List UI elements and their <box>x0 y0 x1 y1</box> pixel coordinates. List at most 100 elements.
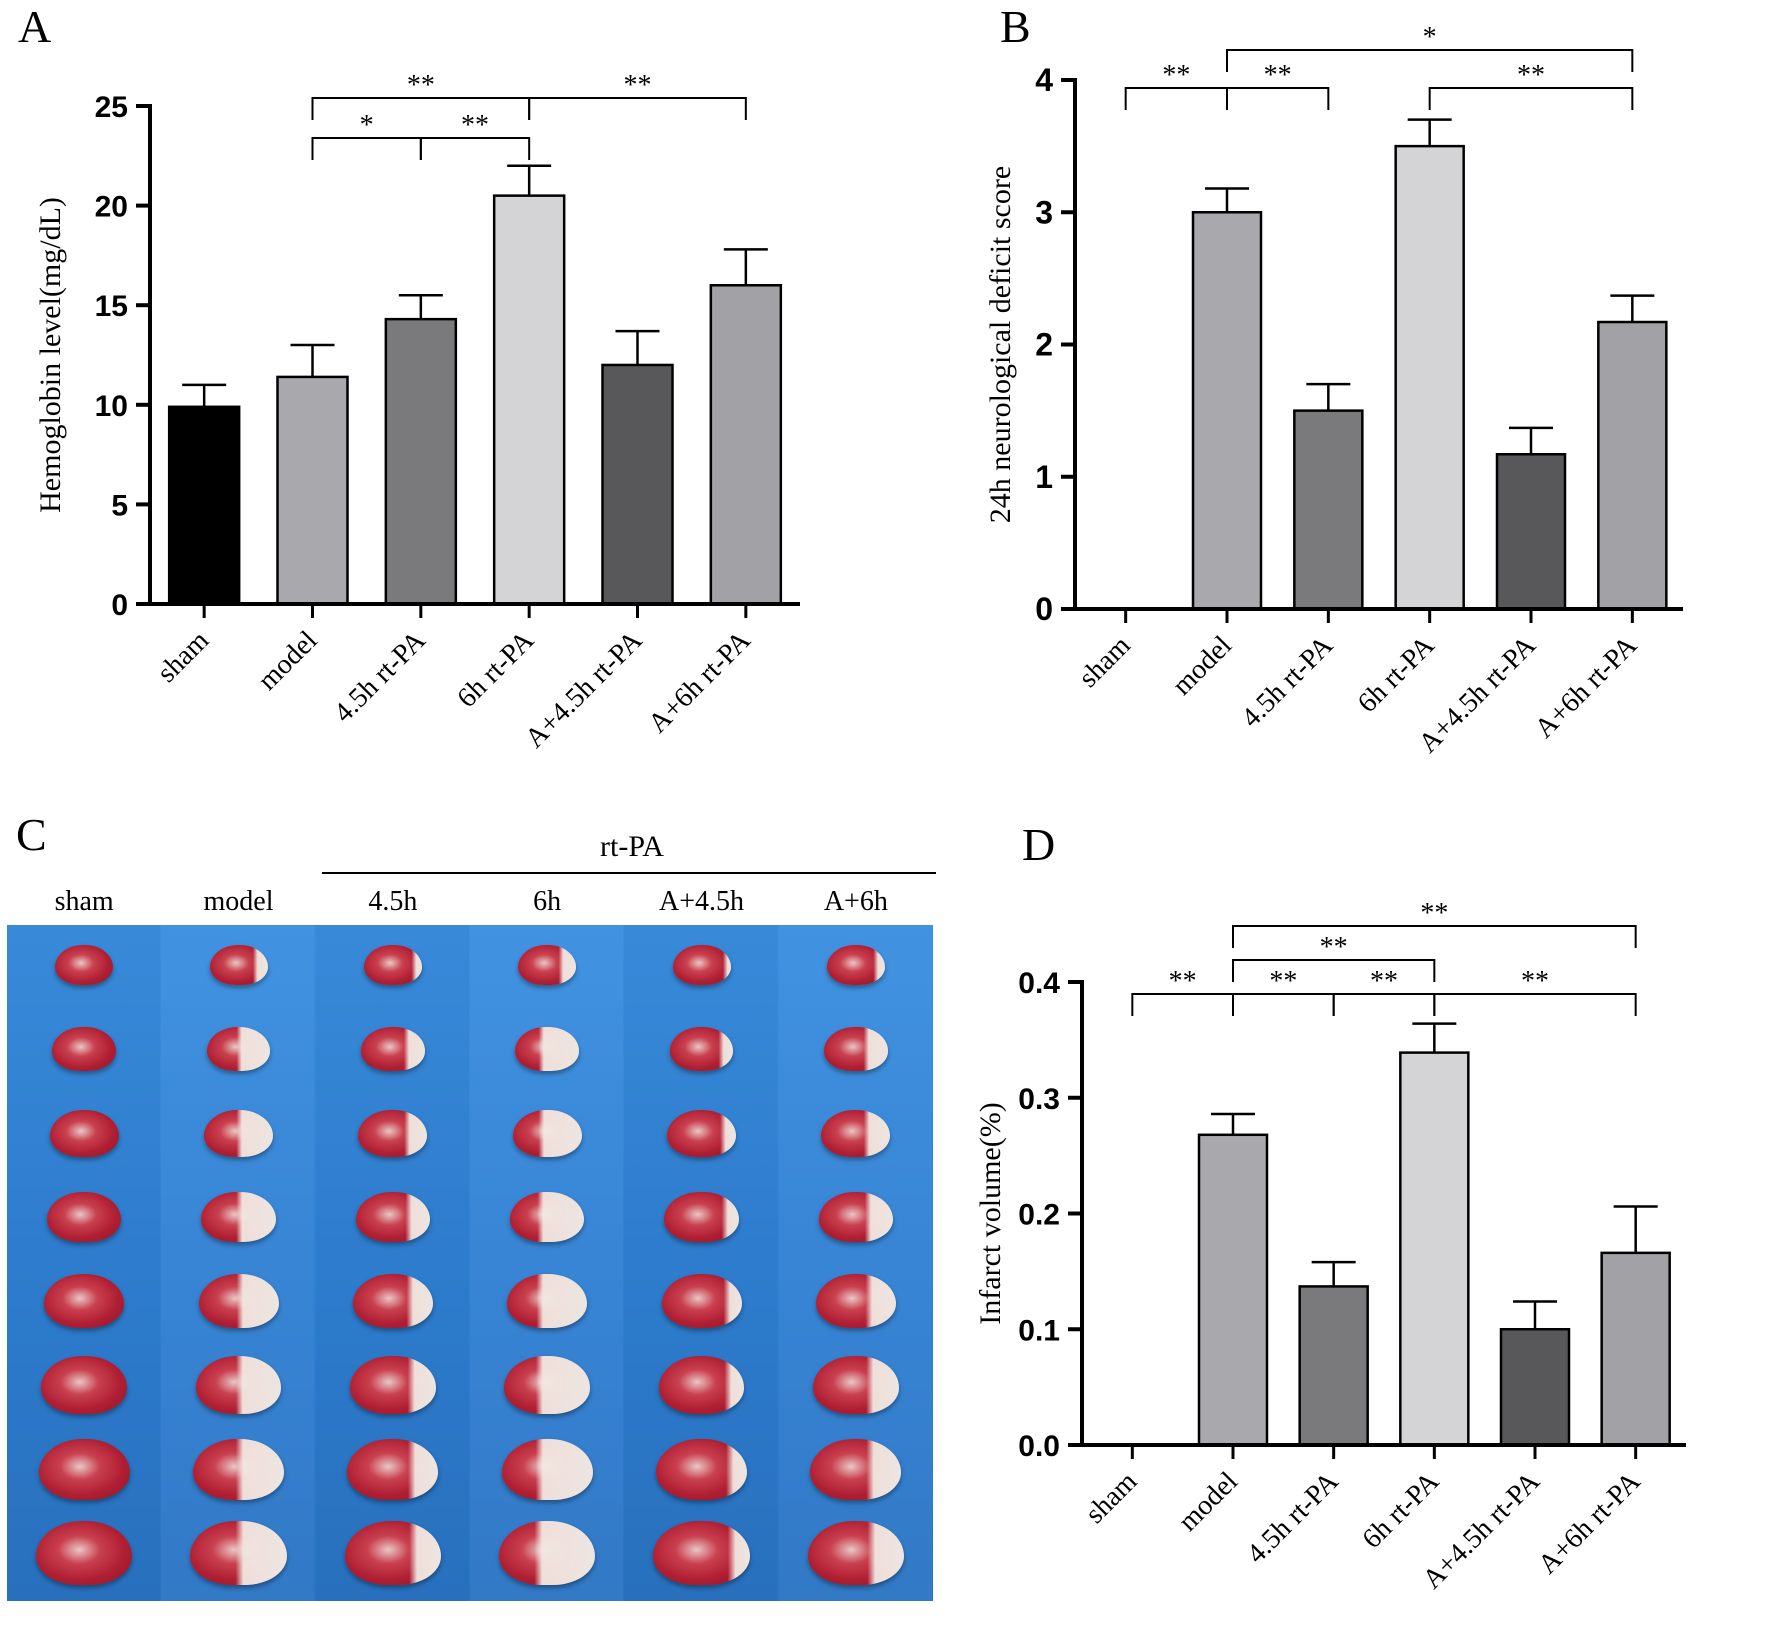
brain-slice-5-7 <box>807 1520 905 1586</box>
brain-slice-4-4 <box>661 1274 742 1328</box>
brain-slice-4-5 <box>658 1356 745 1414</box>
b-ylabel: 24h neurological deficit score <box>984 166 1017 523</box>
a-xlabel-5: A+6h rt-PA <box>642 624 757 739</box>
brain-slice-3-2 <box>512 1109 582 1157</box>
a-sig-bracket-0 <box>311 97 531 120</box>
a-sig-bracket-1 <box>528 97 747 120</box>
a-bar-5 <box>709 284 783 606</box>
d-xlabel-5: A+6h rt-PA <box>1532 1465 1647 1580</box>
b-xlabel-0: sham <box>1073 630 1137 694</box>
b-sig-label-2: ** <box>1264 60 1292 91</box>
brain-slice-1-0 <box>209 945 268 985</box>
d-xlabel-2: 4.5h rt-PA <box>1241 1465 1345 1569</box>
brain-slice-1-7 <box>190 1520 287 1586</box>
brain-slice-3-4 <box>507 1274 588 1328</box>
d-sig-bracket-0 <box>1232 925 1637 948</box>
photo-group-label: rt-PA <box>600 830 664 863</box>
photo-column-label-3: 6h <box>533 886 562 917</box>
brain-slice-5-5 <box>813 1356 899 1414</box>
brain-slice-3-5 <box>504 1356 590 1414</box>
b-xlabel-3: 6h rt-PA <box>1352 629 1441 718</box>
brain-slice-4-6 <box>656 1438 747 1500</box>
brain-slice-0-5 <box>41 1356 127 1414</box>
a-sig-bracket-2 <box>311 137 422 160</box>
b-xlabel-1: model <box>1167 630 1239 702</box>
brain-slice-2-1 <box>361 1027 425 1071</box>
brain-slice-1-4 <box>198 1274 279 1328</box>
brain-slice-0-7 <box>35 1520 133 1586</box>
photo-column-label-2: 4.5h <box>368 886 418 917</box>
a-ytick-label-0: 0 <box>111 589 128 622</box>
a-bar-1 <box>276 375 349 606</box>
d-sig-label-0: ** <box>1420 898 1448 929</box>
b-bar-3 <box>1394 144 1465 611</box>
d-bar-4 <box>1499 1328 1571 1447</box>
brain-slice-3-7 <box>498 1520 596 1586</box>
d-ytick-label-4: 0.4 <box>1018 967 1060 1000</box>
b-sig-bracket-1 <box>1124 87 1228 110</box>
d-ytick-label-0: 0.0 <box>1018 1430 1060 1463</box>
b-sig-bracket-0 <box>1226 49 1634 72</box>
photo-column-label-5: A+6h <box>823 886 888 917</box>
panel-label-c: C <box>16 809 47 860</box>
brain-slice-5-4 <box>815 1274 896 1328</box>
brain-slice-0-3 <box>46 1191 122 1243</box>
b-ytick-label-2: 2 <box>1035 327 1053 363</box>
b-bar-1 <box>1191 211 1263 611</box>
brain-slice-2-7 <box>344 1520 442 1586</box>
b-sig-label-0: * <box>1423 22 1437 53</box>
brain-slice-5-1 <box>824 1027 888 1071</box>
brain-slice-5-2 <box>821 1109 891 1157</box>
d-bar-1 <box>1197 1133 1269 1447</box>
d-bar-5 <box>1600 1251 1671 1447</box>
a-xlabel-1: model <box>252 625 324 697</box>
brain-slice-5-3 <box>818 1191 894 1243</box>
brain-slice-1-6 <box>193 1438 284 1500</box>
d-sig-label-1: ** <box>1320 932 1348 963</box>
brain-slice-1-3 <box>201 1191 276 1243</box>
brain-slice-2-2 <box>358 1109 428 1157</box>
a-xlabel-0: sham <box>151 625 215 689</box>
a-xlabel-3: 6h rt-PA <box>451 624 540 713</box>
photo-column-label-1: model <box>203 886 274 917</box>
brain-slice-5-0 <box>826 945 885 985</box>
photo-group-line <box>322 872 936 874</box>
b-sig-bracket-2 <box>1226 87 1330 110</box>
photo-column-label-4: A+4.5h <box>658 886 744 917</box>
a-bar-0 <box>167 405 241 606</box>
brain-slice-2-4 <box>352 1274 433 1328</box>
a-ytick-label-4: 20 <box>95 191 128 224</box>
b-xlabel-5: A+6h rt-PA <box>1529 629 1644 744</box>
a-sig-label-3: ** <box>461 110 489 141</box>
brain-slice-2-0 <box>363 945 422 985</box>
d-ytick-label-3: 0.3 <box>1018 1083 1060 1116</box>
b-sig-label-3: ** <box>1517 60 1545 91</box>
brain-slice-3-1 <box>515 1027 579 1071</box>
b-bar-5 <box>1597 320 1668 611</box>
a-xlabel-4: A+4.5h rt-PA <box>519 624 649 754</box>
brain-slice-1-1 <box>206 1027 271 1071</box>
brain-slice-4-3 <box>664 1191 739 1243</box>
d-sig-bracket-4 <box>1332 993 1436 1016</box>
d-bar-2 <box>1298 1285 1369 1447</box>
d-xlabel-3: 6h rt-PA <box>1356 1465 1445 1554</box>
d-ylabel: Infarct volume(%) <box>974 1102 1007 1324</box>
brain-slice-4-0 <box>672 945 731 985</box>
brain-slice-0-0 <box>55 945 114 985</box>
brain-slice-0-6 <box>38 1438 130 1500</box>
brain-slice-0-2 <box>49 1109 119 1157</box>
d-xlabel-1: model <box>1173 1466 1245 1538</box>
d-sig-bracket-5 <box>1433 993 1637 1016</box>
d-sig-bracket-1 <box>1232 959 1436 982</box>
brain-slice-1-2 <box>204 1109 273 1157</box>
photo-column-label-0: sham <box>54 886 114 917</box>
a-xlabel-2: 4.5h rt-PA <box>328 624 432 728</box>
brain-slice-2-6 <box>347 1438 439 1500</box>
a-sig-label-2: * <box>360 110 374 141</box>
a-bar-3 <box>492 194 566 606</box>
d-xlabel-0: sham <box>1080 1466 1144 1530</box>
brain-slice-5-6 <box>810 1438 902 1500</box>
b-ytick-label-3: 3 <box>1035 194 1053 230</box>
panel-label-a: A <box>18 1 52 52</box>
b-bar-2 <box>1293 409 1364 611</box>
